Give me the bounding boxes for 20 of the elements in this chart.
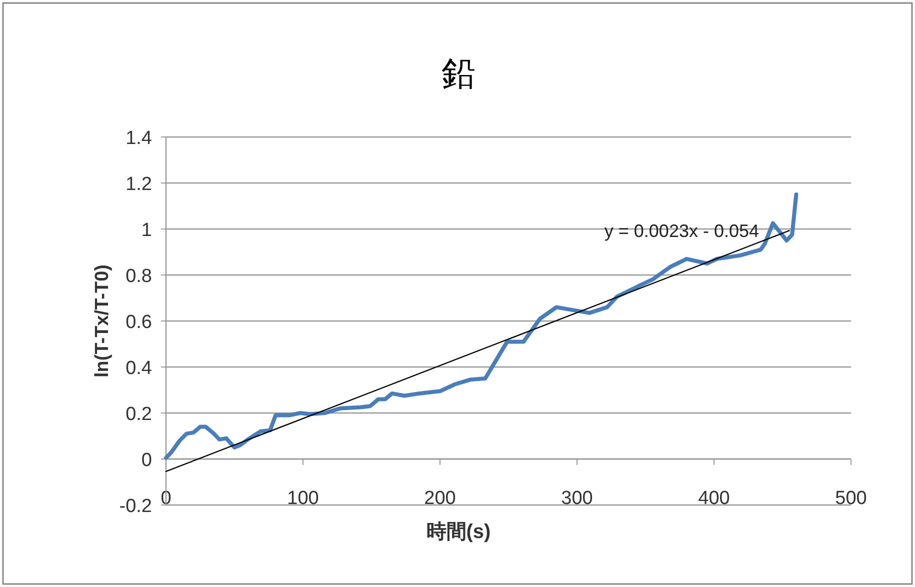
y-tick-label: 0.6 — [126, 312, 152, 333]
y-tick-label: 0.2 — [126, 404, 152, 425]
y-tick-label: -0.2 — [119, 496, 152, 517]
y-axis-title: ln(T-Tx/T-T0) — [92, 264, 113, 378]
y-tick-label: 1.4 — [126, 128, 152, 149]
x-tick-label: 0 — [160, 488, 172, 509]
annotation: y = 0.0023x - 0.054 — [604, 221, 759, 241]
y-tick-label: 1.2 — [126, 174, 152, 195]
line-series — [164, 192, 798, 460]
x-tick-label: 400 — [698, 488, 730, 509]
y-tick-label: 0.8 — [126, 266, 152, 287]
chart-title: 鉛 — [442, 55, 476, 93]
x-tick-label: 300 — [561, 488, 593, 509]
y-tick-label: 0 — [141, 450, 152, 471]
x-tick-label: 100 — [287, 488, 319, 509]
x-axis-title: 時間(s) — [426, 521, 491, 543]
x-tick-label: 500 — [835, 488, 867, 509]
x-tick-label: 200 — [424, 488, 456, 509]
y-tick-label: 0.4 — [126, 358, 152, 379]
y-tick-label: 1 — [141, 220, 152, 241]
